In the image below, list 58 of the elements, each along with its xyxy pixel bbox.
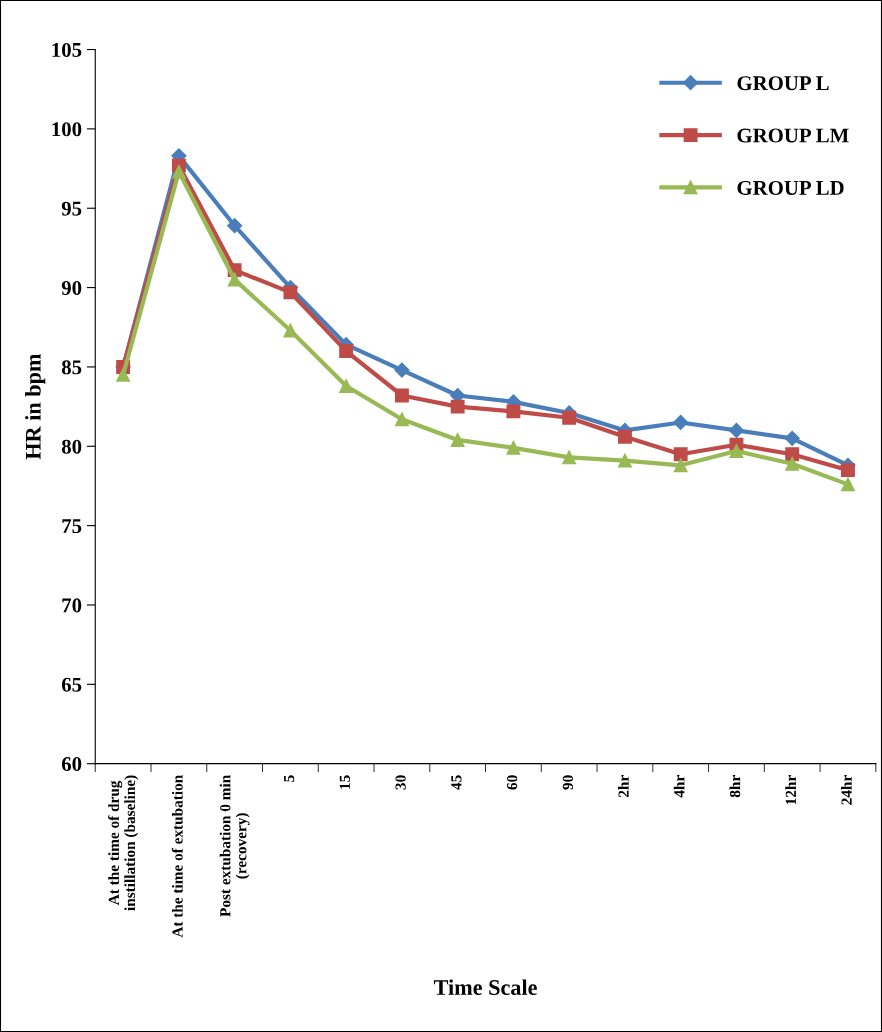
y-tick-label: 65 [61,677,82,692]
x-tick-label: 24hr [841,775,852,805]
x-axis-title: Time Scale [433,979,537,996]
x-tick-label: 8hr [729,775,741,798]
x-tick-label: 4hr [673,775,685,798]
legend-label: GROUP LD [737,180,844,195]
point [673,458,688,473]
point [673,414,689,431]
x-tick-label: 2hr [618,775,629,798]
point [784,430,800,446]
y-tick-label: 100 [52,122,82,137]
point [562,450,577,465]
point [617,429,632,444]
y-tick-label: 75 [62,519,82,534]
point [506,404,521,419]
x-tick-label: 90 [562,775,573,790]
point [617,453,632,468]
point [171,164,186,179]
x-tick-label: 45 [451,775,462,790]
x-tick-label: 30 [395,775,406,790]
point [841,463,855,478]
point [394,388,409,403]
x-tick-label: 12hr [785,775,796,805]
y-tick-label: 85 [61,360,82,375]
point [506,440,521,455]
point [339,379,354,393]
point [283,323,298,338]
y-tick-label: 105 [52,42,82,57]
x-tick-label: 5 [284,775,295,782]
y-tick-label: 80 [61,439,82,454]
point [116,367,131,382]
point [339,344,354,359]
point [227,272,242,287]
point [562,410,577,425]
point [729,444,744,458]
legend-label: GROUP LM [737,128,849,143]
y-tick-label: 95 [61,201,82,216]
x-tick-label: 60 [506,775,518,790]
point [227,218,243,234]
point [673,447,688,462]
point [394,362,410,378]
point [450,432,465,447]
y-tick-label: 60 [61,757,82,772]
point [785,456,800,471]
point [450,399,465,414]
x-tick-label: Post extubation 0 min (recovery) [219,775,250,917]
y-tick-label: 90 [61,280,82,296]
x-tick-label: 15 [339,775,350,789]
legend-label: GROUP L [737,76,829,91]
point [785,447,800,462]
x-tick-label: At the time of drug instillation (baseline) [108,775,139,911]
point [728,422,745,438]
y-axis-title: HR in bpm [25,353,46,460]
y-tick-label: 70 [62,598,82,613]
x-tick-label: At the time of extubation [171,775,183,938]
point [841,477,855,492]
point [283,285,298,300]
point [394,412,409,427]
